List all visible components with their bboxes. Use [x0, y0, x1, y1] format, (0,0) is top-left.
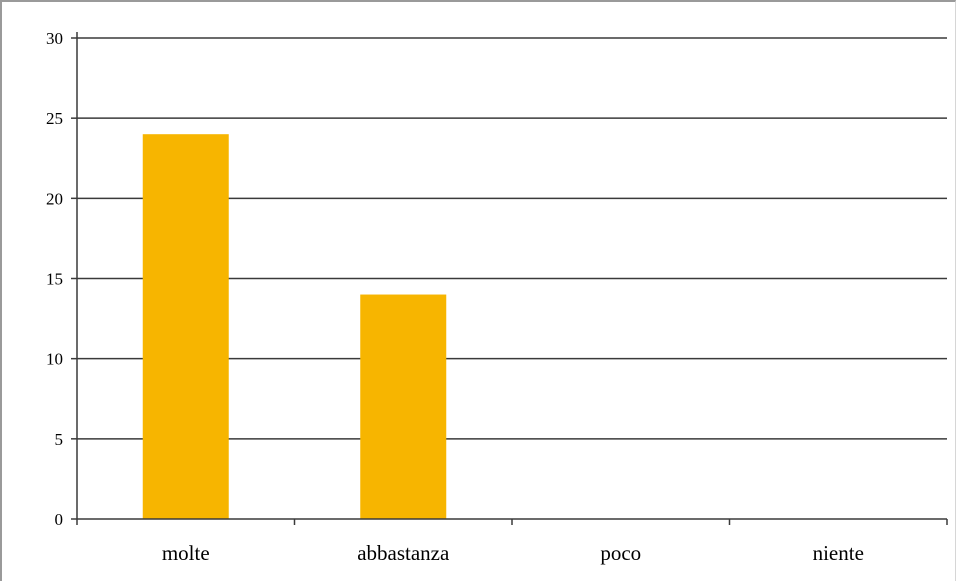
tick-labels: 0 5 10 15 20 25 30 molte abbastanza poco niente — [46, 29, 864, 565]
axes — [71, 32, 948, 525]
x-tick-label: poco — [600, 541, 641, 565]
y-tick-label: 15 — [46, 270, 63, 289]
y-tick-label: 20 — [46, 189, 63, 208]
y-tick-label: 10 — [46, 350, 63, 369]
x-tick-label: abbastanza — [357, 541, 450, 565]
y-tick-label: 30 — [46, 29, 63, 48]
x-tick-label: niente — [813, 541, 864, 565]
x-tick-label: molte — [162, 541, 210, 565]
y-tick-label: 5 — [55, 430, 64, 449]
bar-abbastanza — [360, 294, 447, 519]
y-tick-label: 0 — [55, 510, 64, 529]
bars — [142, 134, 447, 519]
bar-molte — [142, 134, 229, 519]
y-tick-label: 25 — [46, 109, 63, 128]
